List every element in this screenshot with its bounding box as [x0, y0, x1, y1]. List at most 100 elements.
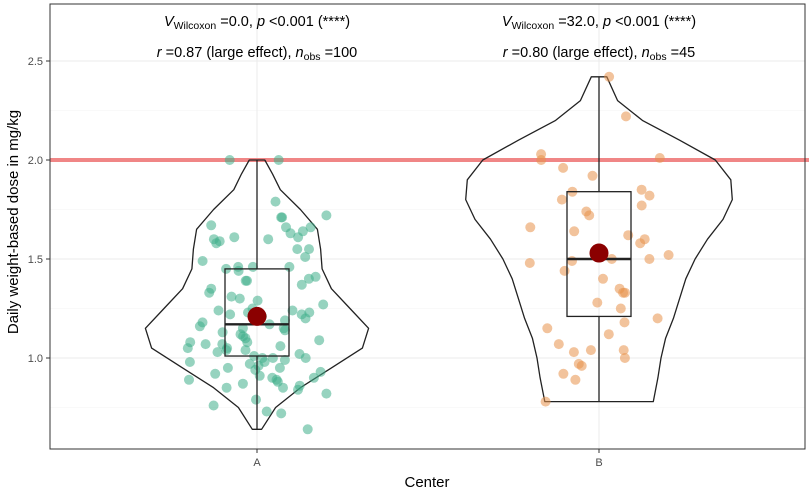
data-point-B: [644, 254, 655, 264]
data-point-B: [585, 345, 596, 356]
data-point-A: [211, 238, 222, 249]
data-point-B: [618, 287, 629, 298]
data-point-B: [558, 162, 569, 173]
data-point-B: [644, 190, 655, 201]
violin-A: [144, 159, 370, 430]
data-point-A: [184, 374, 194, 385]
data-point-A: [240, 345, 251, 356]
data-point-A: [225, 309, 236, 320]
y-axis-ticks: 1.0 1.5 2.0 2.5: [28, 56, 50, 365]
data-point-A: [210, 368, 221, 379]
data-point-A: [275, 341, 286, 352]
data-point-A: [197, 256, 208, 266]
data-point-A: [206, 220, 217, 231]
data-point-A: [279, 355, 290, 365]
y-tick-label: 1.0: [28, 353, 43, 365]
data-point-A: [321, 210, 332, 221]
mean-point-B: [589, 243, 609, 263]
data-point-A: [303, 273, 314, 284]
data-point-A: [274, 362, 285, 373]
stat-label-line1-A: VWilcoxon =0.0, p <0.001 (****): [164, 14, 350, 32]
data-point-A: [321, 388, 332, 399]
data-point-B: [558, 368, 569, 379]
y-axis-title: Daily weight-based dose in mg/kg: [5, 110, 22, 334]
data-point-A: [212, 347, 223, 358]
data-point-A: [252, 295, 263, 306]
data-point-A: [261, 406, 272, 417]
data-point-A: [276, 212, 287, 223]
data-point-B: [604, 71, 615, 82]
box-B: [566, 191, 632, 318]
data-point-B: [569, 226, 580, 237]
y-tick-label: 2.0: [28, 155, 43, 167]
data-point-B: [587, 170, 598, 181]
mean-markers: [247, 243, 609, 326]
violin-group: [144, 76, 733, 430]
data-point-A: [276, 408, 287, 419]
x-axis-title: Center: [404, 474, 449, 491]
violin-B: [465, 76, 733, 403]
data-point-A: [315, 366, 326, 377]
data-point-B: [525, 222, 536, 233]
data-point-B: [567, 256, 577, 266]
data-point-B: [524, 258, 535, 268]
data-point-A: [318, 299, 329, 310]
data-point-A: [285, 228, 296, 239]
data-point-B: [615, 303, 626, 314]
data-point-A: [229, 232, 240, 243]
data-point-A: [280, 325, 290, 336]
data-point-B: [553, 339, 564, 350]
data-point-A: [213, 305, 224, 316]
data-point-A: [204, 287, 215, 298]
data-point-A: [278, 382, 288, 393]
plot-panel: [50, 4, 805, 449]
data-point-A: [302, 424, 313, 435]
data-point-B: [568, 347, 579, 358]
data-point-B: [636, 184, 647, 195]
data-point-A: [208, 400, 219, 411]
data-point-A: [293, 232, 304, 243]
data-point-A: [293, 384, 303, 395]
data-point-B: [623, 230, 634, 241]
x-tick-label: A: [253, 457, 261, 469]
data-point-B: [618, 345, 629, 356]
mean-point-A: [247, 306, 267, 326]
box-plots: [224, 76, 632, 430]
plot-border: [49, 3, 806, 450]
data-point-B: [570, 374, 581, 385]
data-point-B: [652, 313, 663, 324]
data-point-B: [598, 273, 608, 284]
data-point-A: [242, 337, 253, 348]
box-A: [224, 268, 290, 357]
data-point-B: [619, 317, 630, 328]
data-point-B: [635, 238, 646, 249]
stat-annotations: VWilcoxon =0.0, p <0.001 (****) r =0.87 (…: [157, 14, 696, 63]
data-point-B: [636, 200, 647, 211]
data-point-B: [603, 329, 614, 340]
y-tick-label: 2.5: [28, 56, 43, 68]
data-point-A: [194, 321, 205, 332]
data-point-A: [314, 335, 325, 346]
stat-label-line2-B: r =0.80 (large effect), nobs =45: [503, 45, 695, 63]
data-point-A: [234, 293, 245, 304]
data-point-A: [200, 339, 211, 350]
data-point-B: [536, 155, 547, 165]
data-point-A: [237, 378, 248, 389]
data-point-A: [217, 327, 228, 338]
data-point-A: [182, 343, 193, 354]
data-point-A: [233, 265, 244, 276]
data-point-A: [224, 155, 235, 165]
data-point-A: [308, 372, 319, 383]
stat-label-line1-B: VWilcoxon =32.0, p <0.001 (****): [502, 14, 696, 32]
data-point-B: [556, 194, 567, 205]
data-point-B: [540, 396, 551, 407]
stat-label-line2-A: r =0.87 (large effect), nobs =100: [157, 45, 358, 63]
data-point-A: [222, 362, 233, 373]
data-point-B: [542, 323, 553, 334]
data-point-A: [300, 313, 311, 324]
data-point-A: [300, 252, 311, 262]
panel-background: [50, 4, 805, 449]
data-point-A: [184, 357, 195, 367]
data-point-A: [242, 275, 252, 286]
